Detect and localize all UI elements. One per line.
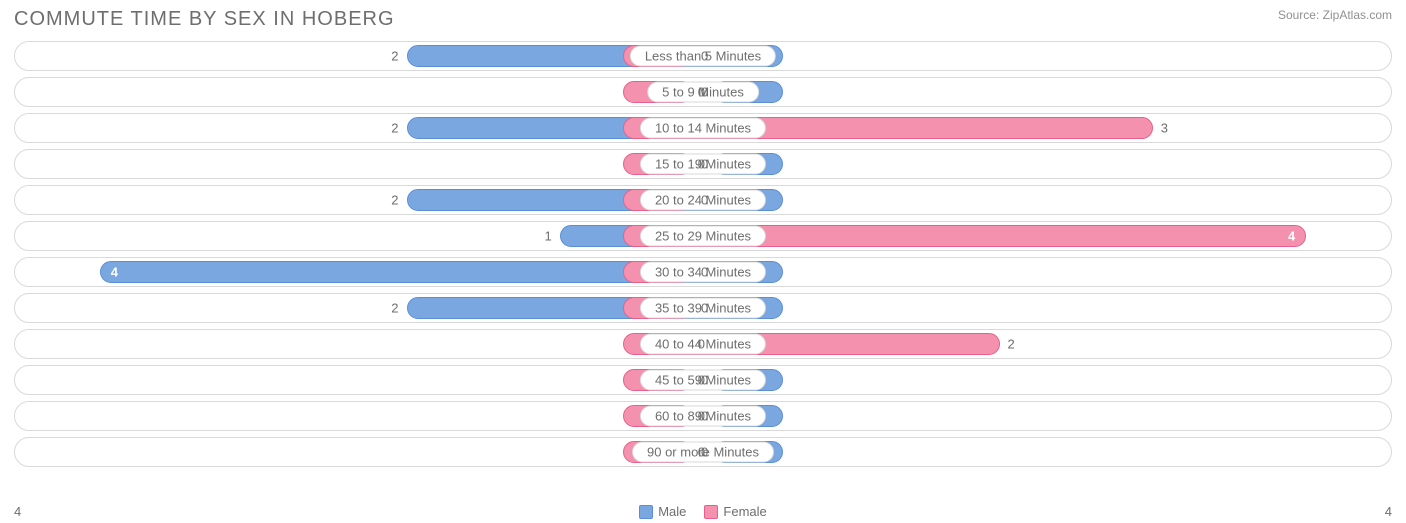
chart-row: 30 to 34 Minutes40 xyxy=(14,257,1392,287)
legend: Male Female xyxy=(639,504,767,519)
chart-title: COMMUTE TIME BY SEX IN HOBERG xyxy=(14,8,395,31)
female-value: 0 xyxy=(701,157,708,172)
chart-row: Less than 5 Minutes20 xyxy=(14,41,1392,71)
chart-row: 90 or more Minutes00 xyxy=(14,437,1392,467)
chart-footer: 4 Male Female 4 xyxy=(14,504,1392,519)
chart-row: 45 to 59 Minutes00 xyxy=(14,365,1392,395)
chart-row: 60 to 89 Minutes00 xyxy=(14,401,1392,431)
male-value: 2 xyxy=(391,49,398,64)
female-value: 0 xyxy=(701,409,708,424)
male-value: 2 xyxy=(391,121,398,136)
chart-row: 20 to 24 Minutes20 xyxy=(14,185,1392,215)
male-value: 0 xyxy=(698,337,705,352)
category-label: 10 to 14 Minutes xyxy=(640,118,766,139)
chart-row: 10 to 14 Minutes 2 3 xyxy=(14,113,1392,143)
male-value: 2 xyxy=(391,193,398,208)
male-swatch xyxy=(639,505,653,519)
legend-item-female: Female xyxy=(704,504,766,519)
female-value: 0 xyxy=(701,193,708,208)
chart-row: 15 to 19 Minutes00 xyxy=(14,149,1392,179)
legend-item-male: Male xyxy=(639,504,686,519)
butterfly-chart: Less than 5 Minutes205 to 9 Minutes0010 … xyxy=(0,35,1406,467)
category-label: 25 to 29 Minutes xyxy=(640,226,766,247)
axis-left-max: 4 xyxy=(14,504,21,519)
female-swatch xyxy=(704,505,718,519)
legend-label-female: Female xyxy=(723,504,766,519)
female-value: 0 xyxy=(701,373,708,388)
female-value: 0 xyxy=(701,49,708,64)
female-value: 0 xyxy=(701,445,708,460)
source-attribution: Source: ZipAtlas.com xyxy=(1278,8,1392,22)
male-value: 4 xyxy=(111,265,118,280)
male-value: 1 xyxy=(545,229,552,244)
female-value: 0 xyxy=(701,85,708,100)
legend-label-male: Male xyxy=(658,504,686,519)
female-value: 0 xyxy=(701,301,708,316)
axis-right-max: 4 xyxy=(1385,504,1392,519)
chart-row: 40 to 44 Minutes02 xyxy=(14,329,1392,359)
male-value: 2 xyxy=(391,301,398,316)
chart-row: 25 to 29 Minutes 1 4 xyxy=(14,221,1392,251)
female-value: 0 xyxy=(701,265,708,280)
chart-row: 35 to 39 Minutes20 xyxy=(14,293,1392,323)
female-value: 2 xyxy=(1008,337,1015,352)
female-value: 3 xyxy=(1161,121,1168,136)
female-value: 4 xyxy=(1288,229,1295,244)
chart-row: 5 to 9 Minutes00 xyxy=(14,77,1392,107)
